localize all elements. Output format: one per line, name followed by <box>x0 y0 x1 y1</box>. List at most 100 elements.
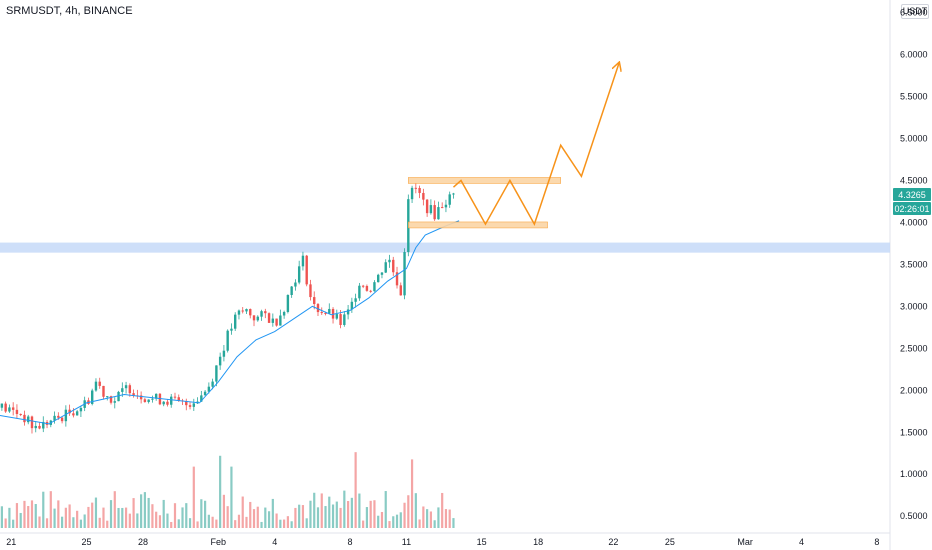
currency-badge[interactable]: USDT <box>901 4 929 19</box>
candle-body <box>286 294 290 312</box>
volume-bar <box>57 500 60 528</box>
volume-bar <box>309 500 312 528</box>
volume-bar <box>290 521 293 528</box>
volume-bar <box>369 500 372 528</box>
candle-body <box>275 318 278 326</box>
volume-bar <box>124 507 128 528</box>
candle-body <box>203 391 207 396</box>
support-zone <box>0 242 890 253</box>
volume-bar <box>64 507 67 528</box>
volume-bar <box>249 501 252 528</box>
volume-bar <box>215 519 218 528</box>
candle-body <box>170 396 173 405</box>
volume-bar <box>60 516 64 528</box>
volume-bar <box>429 511 432 528</box>
volume-bar <box>151 504 154 528</box>
candle-body <box>109 396 113 403</box>
volume-bar <box>444 509 448 528</box>
volume-bar <box>264 507 267 528</box>
candle-body <box>72 413 75 416</box>
candle-body <box>339 314 342 325</box>
y-tick-label: 3.5000 <box>900 259 928 269</box>
candle-body <box>271 318 275 323</box>
volume-bar <box>162 499 165 528</box>
volume-bar <box>313 492 316 528</box>
volume-bar <box>177 519 180 528</box>
candle-body <box>373 282 376 292</box>
candle-body <box>4 403 7 412</box>
candle-body <box>94 381 98 391</box>
volume-bar <box>196 521 199 528</box>
candle-body <box>429 205 433 214</box>
volume-bar <box>106 520 109 528</box>
volume-bar <box>452 518 455 528</box>
candle-body <box>177 397 180 401</box>
volume-bar <box>339 507 342 528</box>
candle-body <box>414 187 418 189</box>
volume-bar <box>192 466 195 528</box>
y-tick-label: 5.5000 <box>900 92 928 102</box>
volume-bar <box>34 504 37 528</box>
candle-body <box>403 252 406 296</box>
volume-bar <box>399 512 402 528</box>
x-tick-label: 4 <box>272 537 277 547</box>
candle-body <box>320 312 323 314</box>
candle-body <box>121 388 124 392</box>
volume-bar <box>373 500 376 528</box>
volume-bar <box>437 507 440 528</box>
candle-body <box>128 385 132 394</box>
candle-body <box>279 315 282 326</box>
candle-body <box>343 314 346 325</box>
candle-body <box>226 330 229 351</box>
volume-bar <box>279 519 282 528</box>
volume-bar <box>45 518 49 528</box>
candle-body <box>249 309 252 316</box>
candle-body <box>215 365 218 382</box>
candle-body <box>158 393 162 405</box>
volume-bar <box>271 498 274 528</box>
candle-body <box>399 285 402 296</box>
candle-body <box>410 187 414 200</box>
symbol-title: SRMUSDT, 4h, BINANCE <box>6 5 133 17</box>
y-tick-label: 1.0000 <box>900 469 928 479</box>
volume-bar <box>407 495 410 528</box>
candle-body <box>207 386 211 392</box>
y-tick-label: 3.0000 <box>900 301 928 311</box>
candle-body <box>64 409 68 422</box>
volume-bar <box>207 514 210 528</box>
volume-bar <box>384 491 387 528</box>
volume-bar <box>226 506 229 528</box>
volume-bar <box>147 497 150 528</box>
candle-body <box>316 304 320 313</box>
candle-body <box>433 205 436 220</box>
volume-bar <box>200 499 203 528</box>
x-tick-label: 8 <box>347 537 352 547</box>
candle-body <box>53 415 56 421</box>
candle-body <box>124 385 128 389</box>
candle-body <box>234 314 237 329</box>
candle-body <box>305 255 308 285</box>
volume-bar <box>181 507 184 528</box>
volume-bar <box>166 513 169 528</box>
candle-body <box>350 301 354 310</box>
candle-body <box>354 298 357 302</box>
volume-bar <box>128 513 131 528</box>
volume-bar <box>267 511 271 528</box>
candle-body <box>42 421 45 429</box>
volume-bar <box>12 519 15 528</box>
candle-body <box>34 425 37 429</box>
volume-bar <box>350 497 353 528</box>
candle-body <box>388 259 391 263</box>
volume-bar <box>346 501 350 528</box>
candle-body <box>365 285 369 291</box>
candle-body <box>448 194 451 205</box>
candle-body <box>8 407 11 412</box>
volume-bar <box>320 493 323 528</box>
candle-body <box>230 328 233 331</box>
volume-bar <box>91 502 94 528</box>
volume-bar <box>211 516 214 528</box>
candle-body <box>218 356 222 366</box>
last-price-label: 4.3265 <box>898 190 926 200</box>
candle-body <box>377 274 380 283</box>
